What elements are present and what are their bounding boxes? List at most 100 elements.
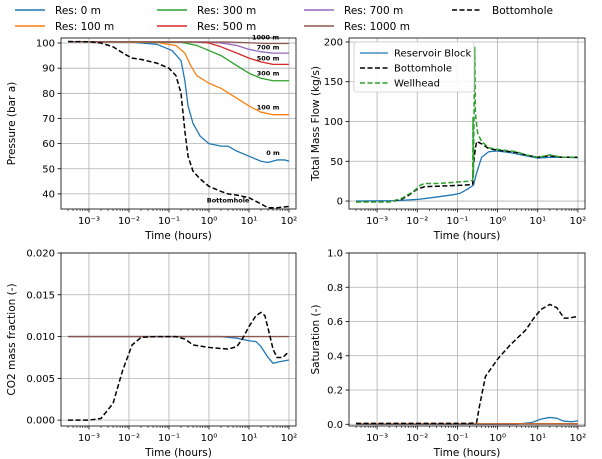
- x-tick-label: 10²: [570, 433, 587, 444]
- y-tick-label: 100: [36, 39, 55, 50]
- series-group: [356, 303, 579, 425]
- y-tick-label: 0.4: [327, 351, 343, 362]
- legend-label: Res: 700 m: [344, 5, 403, 17]
- x-tick-label: 10⁻¹: [446, 433, 468, 444]
- series-line: [356, 46, 578, 203]
- x-tick-label: 10⁰: [489, 216, 506, 227]
- y-tick-label: 0.015: [26, 290, 55, 301]
- y-axis: 0.000 0.005 0.010 0.015 0.020: [26, 249, 61, 427]
- x-tick-label: 10²: [281, 216, 298, 227]
- panel-legend: Reservoir Block Bottomhole Wellhead: [353, 41, 475, 93]
- legend-item: Res: 500 m: [157, 21, 256, 33]
- x-tick-label: 10⁻²: [406, 433, 428, 444]
- x-tick-label: 10⁰: [489, 433, 506, 444]
- series-annotation: 700 m: [257, 43, 280, 51]
- y-tick-label: 60: [42, 139, 55, 150]
- series-line: [68, 41, 290, 164]
- figure-legend: Res: 0 m Res: 100 m Res: 300 m Res: 500 m Re…: [15, 5, 553, 33]
- y-tick-label: 0.005: [26, 374, 55, 385]
- y-tick-label: 80: [42, 89, 55, 100]
- legend-item: Bottomhole: [452, 5, 553, 17]
- y-tick-label: 100: [324, 117, 343, 128]
- x-axis-label: Time (hours): [433, 447, 501, 459]
- x-tick-label: 10⁻³: [78, 433, 100, 444]
- legend-label: Res: 0 m: [55, 5, 101, 17]
- y-axis: 40 50 60 70 80 90 100: [36, 39, 61, 200]
- series-line: [68, 41, 289, 45]
- grid: [61, 252, 296, 426]
- series-line: [356, 150, 578, 202]
- y-tick-label: 90: [42, 64, 55, 75]
- x-tick-label: 10⁻¹: [158, 216, 180, 227]
- panel-legend-label: Reservoir Block: [394, 49, 471, 60]
- series-line: [68, 335, 290, 364]
- series-annotation: 0 m: [266, 149, 280, 157]
- legend-item: Res: 100 m: [15, 21, 114, 33]
- y-tick-label: 0.020: [26, 249, 55, 260]
- x-tick-label: 10⁰: [201, 433, 218, 444]
- x-axis: 10⁻³ 10⁻² 10⁻¹ 10⁰ 10¹ 10²: [67, 209, 298, 227]
- y-tick-label: 50: [330, 157, 343, 168]
- y-tick-label: 200: [324, 37, 343, 48]
- grid: [349, 252, 585, 426]
- y-axis-label: Pressure (bar a): [6, 82, 18, 166]
- legend-label: Res: 100 m: [55, 21, 114, 33]
- x-tick-label: 10⁻³: [366, 216, 388, 227]
- y-axis-label: Saturation (-): [310, 304, 322, 374]
- series-annotation: Bottomhole: [207, 197, 250, 205]
- y-tick-label: 150: [324, 77, 343, 88]
- series-group: [68, 311, 290, 421]
- y-tick-label: 40: [42, 189, 55, 200]
- legend-item: Res: 300 m: [157, 5, 256, 17]
- y-tick-label: 0.2: [327, 386, 343, 397]
- y-tick-label: 0.010: [26, 332, 55, 343]
- y-axis: 0 50 100 150 200: [324, 37, 349, 208]
- x-tick-label: 10²: [570, 216, 587, 227]
- y-tick-label: 1.0: [327, 249, 343, 260]
- legend-item: Res: 0 m: [15, 5, 101, 17]
- y-axis-label: Total Mass Flow (kg/s): [310, 66, 322, 182]
- x-axis: 10⁻³ 10⁻² 10⁻¹ 10⁰ 10¹ 10²: [355, 426, 587, 444]
- x-tick-label: 10¹: [241, 216, 258, 227]
- x-axis: 10⁻³ 10⁻² 10⁻¹ 10⁰ 10¹ 10²: [355, 209, 587, 227]
- pressure-panel: 1000 m 700 m 500 m 300 m 100 m 0 m Bottomhole 1…: [6, 33, 297, 242]
- y-axis-label: CO2 mass fraction (-): [6, 283, 18, 395]
- series-group: [356, 46, 578, 203]
- series-group: [68, 40, 290, 209]
- series-line: [68, 311, 290, 421]
- series-annotation: 100 m: [257, 104, 280, 112]
- x-tick-label: 10¹: [529, 433, 546, 444]
- series-line: [356, 303, 579, 425]
- x-tick-label: 10⁰: [201, 216, 218, 227]
- x-tick-label: 10⁻²: [118, 216, 140, 227]
- legend-label: Res: 1000 m: [344, 21, 410, 33]
- series-line: [68, 41, 289, 116]
- y-tick-label: 50: [42, 164, 55, 175]
- grid: [61, 38, 296, 209]
- axes-frame: [60, 252, 297, 427]
- series-annotation: 300 m: [257, 70, 280, 78]
- x-tick-label: 10⁻³: [366, 433, 388, 444]
- x-tick-label: 10⁻²: [406, 216, 428, 227]
- series-annotation: 500 m: [257, 55, 280, 63]
- x-tick-label: 10⁻¹: [158, 433, 180, 444]
- y-tick-label: 0.6: [327, 317, 343, 328]
- y-axis: 0.0 0.2 0.4 0.6 0.8 1.0: [327, 249, 349, 431]
- series-line: [68, 40, 290, 209]
- legend-label: Res: 300 m: [197, 5, 256, 17]
- legend-label: Bottomhole: [492, 5, 553, 17]
- x-axis-label: Time (hours): [144, 447, 212, 459]
- x-axis-label: Time (hours): [144, 230, 212, 242]
- y-tick-label: 0: [337, 197, 343, 208]
- panel-legend-box: [353, 41, 475, 93]
- series-line: [356, 140, 578, 203]
- mass-flow-panel: 10⁻³ 10⁻² 10⁻¹ 10⁰ 10¹ 10² Time (hours) 0 50 100 1…: [310, 37, 586, 242]
- x-axis-label: Time (hours): [433, 230, 501, 242]
- x-tick-label: 10¹: [529, 216, 546, 227]
- x-tick-label: 10¹: [241, 433, 258, 444]
- x-axis: 10⁻³ 10⁻² 10⁻¹ 10⁰ 10¹ 10²: [67, 426, 297, 444]
- series-line: [68, 41, 289, 82]
- y-tick-label: 0.0: [327, 420, 343, 431]
- series-annotation: 1000 m: [252, 33, 279, 41]
